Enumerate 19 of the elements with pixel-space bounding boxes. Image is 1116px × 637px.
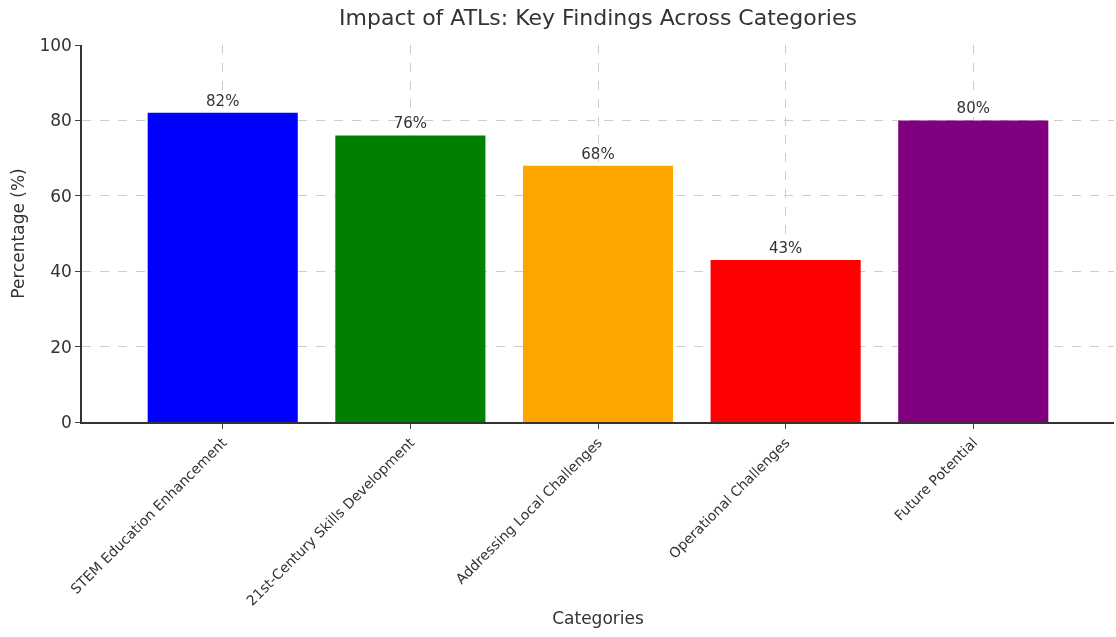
y-tick-label: 40 — [50, 261, 72, 282]
chart-title: Impact of ATLs: Key Findings Across Categories — [339, 4, 857, 30]
bar — [147, 112, 298, 422]
data-label: 80% — [956, 99, 990, 118]
bar — [898, 120, 1049, 422]
bar — [522, 165, 674, 422]
data-label: 82% — [206, 91, 240, 110]
y-tick-label: 80 — [50, 110, 72, 131]
data-label: 43% — [768, 238, 803, 257]
bar — [335, 135, 486, 422]
bar — [710, 259, 861, 422]
y-tick-label: 60 — [50, 185, 72, 206]
y-axis-title: Percentage (%) — [8, 168, 29, 299]
y-tick-label: 0 — [61, 411, 72, 432]
y-tick-label: 100 — [39, 34, 72, 55]
data-label: 68% — [581, 144, 615, 163]
y-tick-label: 20 — [50, 336, 72, 357]
x-axis-title: Categories — [552, 608, 644, 629]
data-label: 76% — [393, 114, 428, 133]
